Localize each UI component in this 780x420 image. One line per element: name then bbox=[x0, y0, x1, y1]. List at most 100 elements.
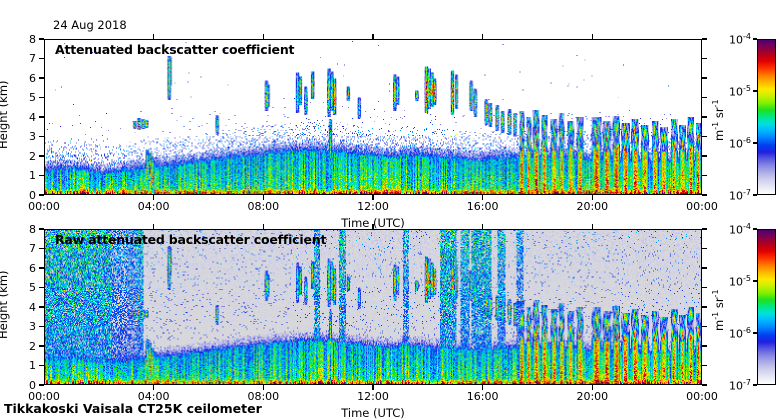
colorbar-tick-bot--6 bbox=[753, 332, 757, 334]
colorbar-label-top--4: 10-4 bbox=[729, 32, 751, 47]
y-tick-label-bot-0: 0 bbox=[29, 378, 36, 392]
x-tick-bot-1 bbox=[153, 385, 155, 390]
y-tick-top-1 bbox=[39, 174, 44, 177]
x-tick-top-bot-5 bbox=[591, 224, 593, 229]
colorbar-label-top--7: 10-7 bbox=[729, 188, 751, 203]
colorbar-axis-title-bot: m-1 sr-1 bbox=[711, 289, 726, 331]
y-tick-label-top-3: 3 bbox=[29, 130, 36, 143]
y-tick-top-2 bbox=[39, 155, 44, 157]
x-tick-top-top-1 bbox=[153, 34, 155, 39]
y-tick-bot-0 bbox=[39, 384, 44, 386]
y-tick-right-top-4 bbox=[702, 116, 707, 118]
y-axis-title-bot: Height (km) bbox=[0, 270, 10, 339]
y-tick-bot-4 bbox=[39, 306, 44, 308]
x-tick-top-4 bbox=[482, 195, 484, 200]
y-tick-bot-7 bbox=[39, 247, 44, 250]
x-tick-bot-2 bbox=[262, 385, 264, 390]
x-tick-label-bot-6: 00:00 bbox=[686, 390, 718, 403]
y-tick-label-bot-2: 2 bbox=[29, 339, 36, 353]
x-tick-bot-3 bbox=[372, 385, 374, 390]
x-tick-bot-5 bbox=[591, 385, 593, 390]
x-tick-label-top-6: 00:00 bbox=[686, 200, 718, 213]
x-tick-label-top-1: 04:00 bbox=[137, 200, 170, 213]
y-tick-top-4 bbox=[39, 116, 44, 118]
x-tick-top-1 bbox=[153, 195, 155, 200]
x-axis-title-top: Time (UTC) bbox=[341, 216, 405, 230]
colorbar-label-bot--5: 10-5 bbox=[729, 274, 751, 289]
y-tick-right-top-3 bbox=[702, 135, 707, 138]
y-tick-right-top-5 bbox=[702, 96, 707, 99]
y-tick-bot-3 bbox=[39, 325, 44, 328]
y-tick-right-bot-4 bbox=[702, 306, 707, 308]
y-tick-top-7 bbox=[39, 57, 44, 60]
y-tick-label-bot-4: 4 bbox=[29, 300, 36, 314]
y-tick-right-bot-0 bbox=[702, 384, 707, 386]
x-tick-label-bot-4: 16:00 bbox=[466, 390, 499, 403]
x-tick-label-top-5: 20:00 bbox=[576, 200, 609, 213]
y-tick-right-top-0 bbox=[702, 194, 707, 196]
x-tick-label-bot-2: 08:00 bbox=[247, 390, 280, 403]
colorbar-tick-bot--5 bbox=[753, 280, 757, 282]
x-tick-top-bot-1 bbox=[153, 224, 155, 229]
y-tick-top-5 bbox=[39, 96, 44, 99]
colorbar-gradient-top bbox=[758, 40, 775, 194]
figure-footer: Tikkakoski Vaisala CT25K ceilometer bbox=[4, 401, 262, 416]
panel-raw-backscatter[interactable] bbox=[44, 229, 702, 385]
y-tick-right-top-6 bbox=[702, 77, 707, 79]
x-tick-label-bot-3: 12:00 bbox=[357, 390, 389, 403]
x-tick-top-bot-4 bbox=[482, 224, 484, 229]
y-tick-right-bot-5 bbox=[702, 286, 707, 289]
attenuated-backscatter-heatmap bbox=[45, 40, 701, 194]
x-tick-top-2 bbox=[262, 195, 264, 200]
x-tick-top-top-2 bbox=[262, 34, 264, 39]
y-tick-right-top-7 bbox=[702, 57, 707, 60]
colorbar-axis-title-top: m-1 sr-1 bbox=[711, 99, 726, 141]
colorbar-tick-top--6 bbox=[753, 142, 757, 144]
colorbar-tick-top--7 bbox=[753, 194, 757, 196]
panel-attenuated-backscatter[interactable] bbox=[44, 39, 702, 195]
colorbar-top bbox=[757, 39, 776, 195]
x-tick-top-bot-3 bbox=[372, 224, 374, 229]
y-tick-bot-5 bbox=[39, 286, 44, 289]
y-tick-label-top-6: 6 bbox=[29, 71, 36, 85]
y-tick-label-bot-1: 1 bbox=[29, 359, 36, 372]
y-tick-right-bot-1 bbox=[702, 364, 707, 367]
y-tick-label-bot-5: 5 bbox=[29, 281, 36, 294]
colorbar-gradient-bottom bbox=[758, 230, 775, 384]
y-tick-bot-6 bbox=[39, 267, 44, 269]
x-tick-label-top-0: 00:00 bbox=[28, 200, 60, 213]
colorbar-tick-top--4 bbox=[753, 38, 757, 40]
colorbar-tick-bot--7 bbox=[753, 384, 757, 386]
colorbar-label-bot--4: 10-4 bbox=[729, 222, 751, 237]
y-tick-label-top-4: 4 bbox=[29, 110, 36, 124]
x-tick-label-bot-0: 00:00 bbox=[28, 390, 60, 403]
panel-title-raw: Raw attenuated backscatter coefficient bbox=[55, 232, 327, 247]
x-tick-label-top-4: 16:00 bbox=[466, 200, 499, 213]
y-axis-title-top: Height (km) bbox=[0, 80, 10, 149]
y-tick-label-top-2: 2 bbox=[29, 149, 36, 163]
y-tick-right-bot-8 bbox=[702, 228, 707, 230]
x-tick-bot-4 bbox=[482, 385, 484, 390]
y-tick-label-bot-7: 7 bbox=[29, 242, 36, 255]
y-tick-right-top-2 bbox=[702, 155, 707, 157]
x-tick-label-bot-1: 04:00 bbox=[137, 390, 170, 403]
colorbar-label-top--5: 10-5 bbox=[729, 84, 751, 99]
y-tick-right-top-1 bbox=[702, 174, 707, 177]
y-tick-label-bot-6: 6 bbox=[29, 261, 36, 275]
y-tick-label-top-1: 1 bbox=[29, 169, 36, 182]
y-tick-right-bot-6 bbox=[702, 267, 707, 269]
x-tick-label-top-3: 12:00 bbox=[357, 200, 389, 213]
x-tick-top-top-3 bbox=[372, 34, 374, 39]
y-tick-top-6 bbox=[39, 77, 44, 79]
y-tick-bot-8 bbox=[39, 228, 44, 230]
y-tick-label-top-7: 7 bbox=[29, 52, 36, 65]
y-tick-right-top-8 bbox=[702, 38, 707, 40]
colorbar-label-bot--7: 10-7 bbox=[729, 378, 751, 393]
colorbar-tick-bot--4 bbox=[753, 228, 757, 230]
colorbar-label-top--6: 10-6 bbox=[729, 136, 751, 151]
x-tick-label-bot-5: 20:00 bbox=[576, 390, 609, 403]
y-tick-right-bot-3 bbox=[702, 325, 707, 328]
date-stamp: 24 Aug 2018 bbox=[53, 18, 127, 32]
raw-backscatter-heatmap bbox=[45, 230, 701, 384]
